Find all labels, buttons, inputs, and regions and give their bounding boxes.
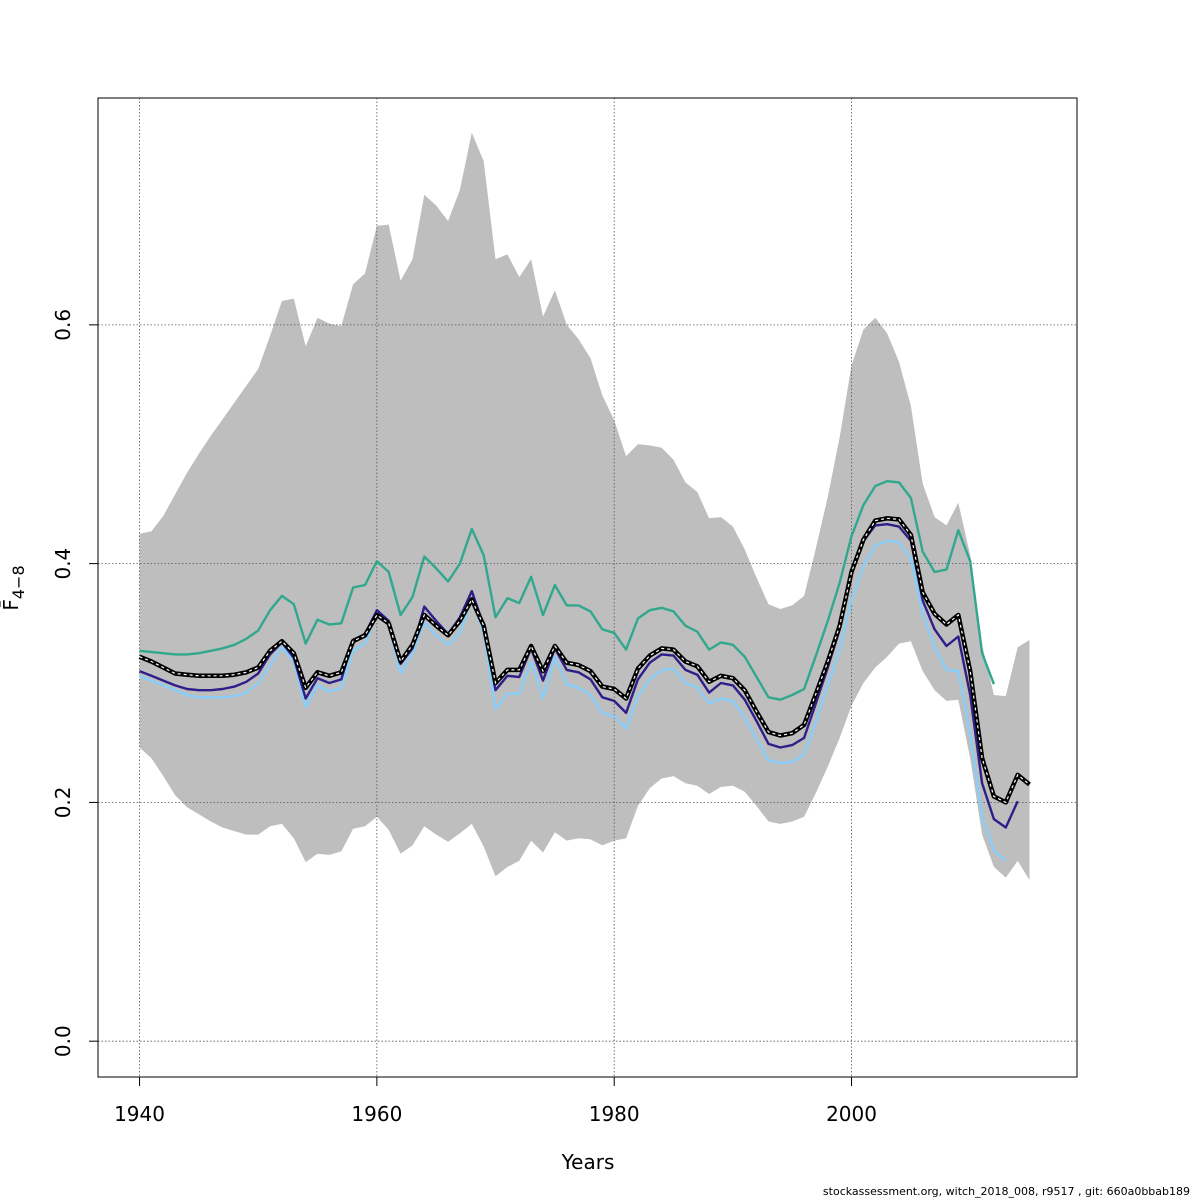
y-tick-label-0.0: 0.0 bbox=[51, 1025, 75, 1057]
x-tick-label-2000: 2000 bbox=[826, 1102, 877, 1126]
footer-note: stockassessment.org, witch_2018_008, r95… bbox=[822, 1185, 1190, 1198]
axis-layer: 1940 1960 1980 2000 0.0 0.2 0.4 0.6 bbox=[51, 309, 877, 1126]
y-axis-title-subscript: 4−8 bbox=[9, 565, 28, 599]
series-layer bbox=[138, 480, 1031, 862]
x-axis-title: Years bbox=[561, 1150, 615, 1174]
grid-layer bbox=[98, 98, 1077, 1077]
x-tick-label-1980: 1980 bbox=[589, 1102, 640, 1126]
x-tick-label-1960: 1960 bbox=[351, 1102, 402, 1126]
y-tick-label-0.2: 0.2 bbox=[51, 786, 75, 818]
y-axis-title: F̄4−8 bbox=[0, 565, 28, 610]
series-line-retro-2 bbox=[139, 539, 1007, 862]
plot-frame bbox=[97, 97, 1078, 1078]
series-line-retro-1 bbox=[139, 480, 996, 701]
svg-text:F̄4−8: F̄4−8 bbox=[0, 565, 28, 610]
y-tick-label-0.4: 0.4 bbox=[51, 548, 75, 580]
series-line-estimate-dash bbox=[139, 517, 1030, 804]
y-axis-title-main: F̄ bbox=[0, 599, 23, 611]
x-tick-label-1940: 1940 bbox=[114, 1102, 165, 1126]
confidence-band bbox=[139, 132, 1030, 881]
y-tick-label-0.6: 0.6 bbox=[51, 309, 75, 341]
confidence-band-layer bbox=[139, 132, 1030, 881]
